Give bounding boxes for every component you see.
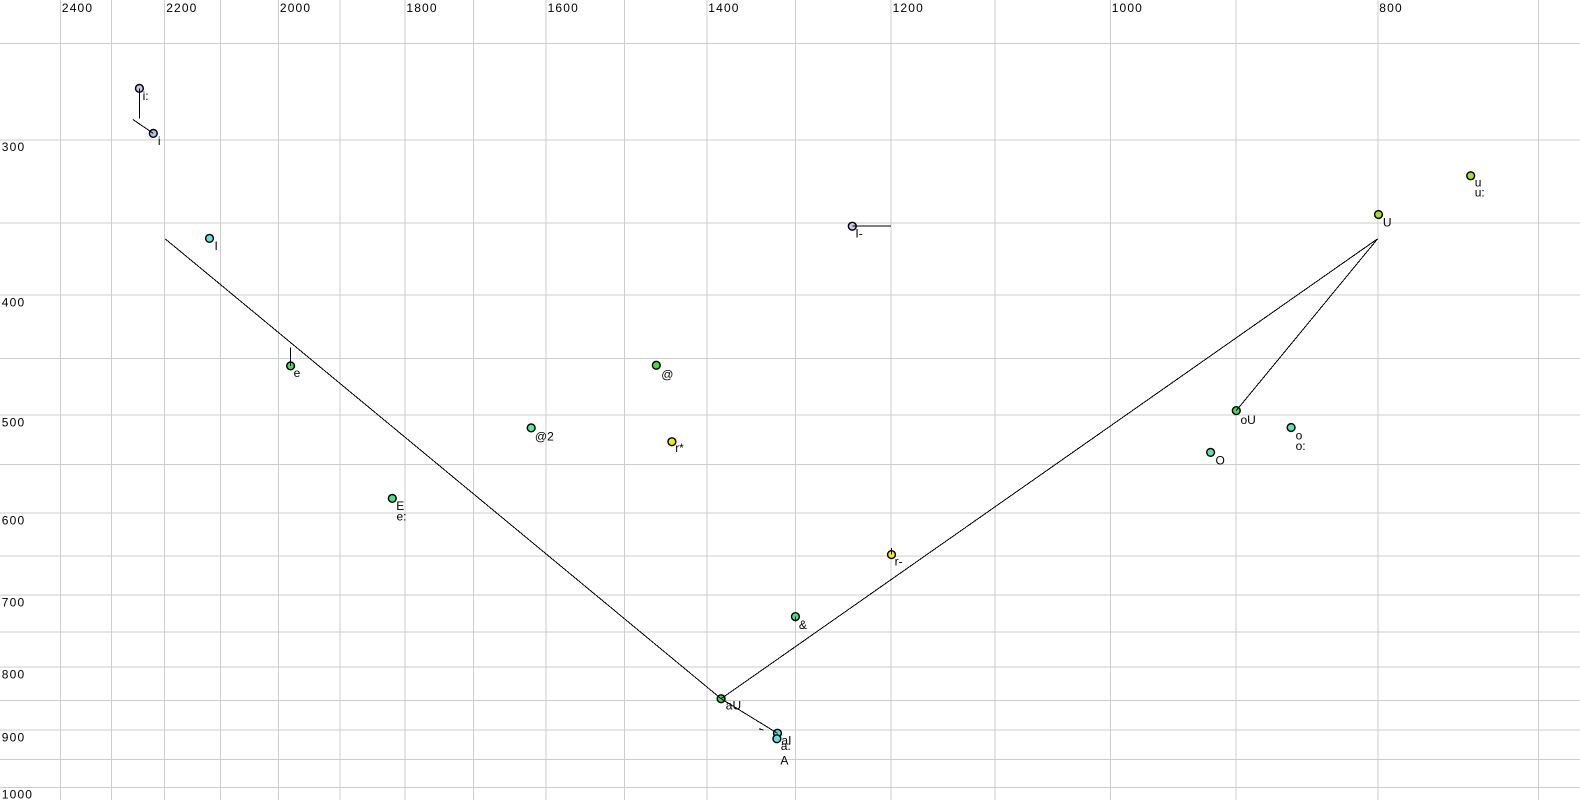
svg-text:900: 900 — [2, 731, 25, 745]
svg-text:oU: oU — [1241, 413, 1256, 427]
svg-text:I-: I- — [855, 227, 862, 241]
svg-text:700: 700 — [2, 596, 25, 610]
svg-text:I: I — [214, 239, 217, 253]
svg-text:1600: 1600 — [548, 1, 579, 15]
svg-text:1800: 1800 — [406, 1, 437, 15]
svg-text:&: & — [799, 618, 807, 632]
svg-text:O: O — [1216, 454, 1225, 468]
svg-text:@: @ — [661, 367, 673, 381]
svg-text:o: o — [1296, 429, 1303, 443]
svg-text:2000: 2000 — [280, 1, 311, 15]
svg-text:u: u — [1475, 176, 1482, 190]
svg-text:r-: r- — [895, 554, 903, 568]
svg-text:800: 800 — [1379, 1, 1402, 15]
svg-text:aI: aI — [781, 734, 791, 748]
svg-text:e:: e: — [397, 510, 407, 524]
svg-text:u:: u: — [1475, 186, 1485, 200]
svg-text:a:: a: — [781, 739, 791, 753]
svg-text:U: U — [1383, 215, 1392, 229]
svg-text:500: 500 — [2, 416, 25, 430]
svg-text:r*: r* — [675, 441, 684, 455]
svg-text:600: 600 — [2, 514, 25, 528]
svg-text:E: E — [396, 499, 404, 513]
svg-text:o:: o: — [1296, 439, 1306, 453]
svg-text:1200: 1200 — [893, 1, 924, 15]
svg-text:1000: 1000 — [2, 788, 33, 800]
svg-text:300: 300 — [2, 140, 25, 154]
svg-text:A: A — [780, 754, 788, 768]
svg-text:800: 800 — [2, 667, 25, 681]
svg-text:400: 400 — [2, 296, 25, 310]
svg-text:i:: i: — [143, 89, 149, 103]
svg-text:e: e — [294, 366, 301, 380]
svg-text:2200: 2200 — [166, 1, 197, 15]
svg-text:aU: aU — [726, 699, 741, 713]
svg-text:i: i — [158, 134, 161, 148]
svg-text:1400: 1400 — [708, 1, 739, 15]
svg-text:2400: 2400 — [62, 1, 93, 15]
svg-text:1000: 1000 — [1112, 1, 1143, 15]
svg-text:@2: @2 — [535, 429, 554, 443]
